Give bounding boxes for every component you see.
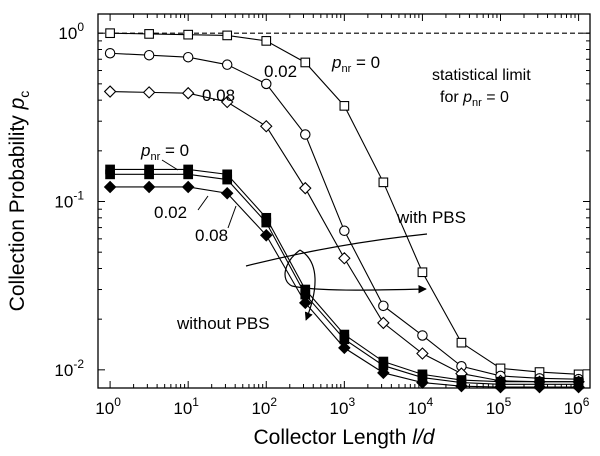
data-point-open-square	[300, 57, 311, 68]
data-point-filled-square	[183, 169, 194, 180]
label-open-0.08: 0.08	[202, 86, 235, 105]
label-filled-0.02: 0.02	[154, 203, 187, 222]
data-point-open-square	[378, 177, 389, 188]
data-point-open-diamond	[181, 86, 195, 100]
data-point-open-square	[144, 29, 154, 39]
data-point-filled-diamond	[416, 376, 429, 389]
data-point-open-circle	[182, 51, 194, 63]
data-point-open-diamond	[298, 181, 312, 195]
label-without-pbs: without PBS	[176, 314, 270, 333]
data-point-open-square	[456, 337, 467, 348]
x-tick-label: 102	[251, 395, 277, 418]
data-point-filled-diamond	[494, 380, 507, 394]
data-point-open-diamond	[416, 347, 429, 360]
data-point-open-circle	[261, 78, 272, 90]
series-layer	[103, 28, 585, 394]
data-point-filled-diamond	[142, 180, 156, 194]
label-filled-0.08: 0.08	[195, 226, 228, 245]
data-point-filled-square	[222, 174, 233, 185]
data-point-filled-diamond	[220, 186, 234, 200]
data-point-filled-diamond	[533, 380, 546, 394]
data-point-open-circle	[221, 59, 233, 70]
pbs-arrow-right	[284, 249, 427, 294]
x-tick-label: 106	[564, 395, 590, 418]
data-point-open-square	[105, 28, 115, 39]
data-point-filled-diamond	[455, 379, 468, 393]
label-filled-pnr-0: pnr = 0	[140, 141, 189, 163]
pbs-arrow-down	[299, 249, 316, 321]
leader-filled-0.08	[227, 205, 237, 229]
pbs-divider-curve	[245, 233, 428, 267]
data-point-filled-diamond	[181, 180, 195, 194]
annotation-for-pnr-0: for pnr = 0	[440, 89, 509, 109]
data-point-filled-diamond	[377, 366, 390, 380]
tick-labels: 100 101 102 103 104 105 106 10-2 10-1 100	[54, 20, 589, 418]
data-point-open-diamond	[377, 316, 390, 330]
data-point-open-diamond	[103, 85, 117, 98]
x-tick-label: 101	[173, 395, 199, 418]
data-point-open-circle	[417, 330, 428, 341]
x-tick-label: 103	[330, 395, 356, 418]
leader-filled-pnr-0	[161, 159, 179, 171]
series-0-open-square	[105, 28, 584, 380]
data-point-open-circle	[300, 129, 311, 140]
label-with-pbs: with PBS	[396, 208, 466, 227]
data-point-open-square	[183, 29, 194, 40]
data-point-open-square	[339, 101, 350, 111]
annotation-statistical-limit: statistical limit	[432, 67, 531, 84]
data-point-open-square	[222, 30, 233, 41]
leader-filled-0.02	[197, 195, 209, 211]
series-5-filled-diamond	[103, 180, 585, 394]
data-point-filled-diamond	[259, 229, 273, 242]
y-tick-label: 10-1	[54, 189, 84, 212]
y-tick-label: 10-2	[54, 357, 84, 380]
data-point-filled-diamond	[572, 380, 585, 394]
label-open-0.02: 0.02	[264, 62, 297, 81]
label-open-pnr-0: pnr = 0	[331, 53, 380, 75]
data-point-filled-diamond	[103, 180, 117, 194]
data-point-open-diamond	[338, 251, 351, 265]
data-point-open-circle	[143, 49, 155, 61]
x-axis-title: Collector Length l/d	[254, 426, 436, 449]
data-point-filled-square	[105, 169, 115, 180]
data-point-filled-diamond	[338, 341, 351, 355]
data-point-open-square	[261, 36, 272, 46]
data-point-open-diamond	[142, 86, 156, 99]
data-point-filled-square	[261, 217, 272, 228]
y-tick-label: 100	[58, 20, 84, 43]
series-2-open-diamond	[103, 85, 585, 388]
data-point-open-diamond	[259, 119, 273, 133]
x-tick-label: 100	[95, 395, 121, 418]
y-axis-title: Collection Probability pc	[6, 91, 32, 312]
data-point-open-circle	[378, 300, 389, 312]
data-point-open-circle	[339, 225, 350, 237]
data-point-open-diamond	[220, 95, 234, 109]
data-point-filled-diamond	[298, 296, 312, 310]
data-point-open-circle	[104, 47, 116, 59]
x-tick-label: 104	[408, 395, 434, 418]
data-point-open-square	[417, 267, 428, 278]
data-point-filled-square	[144, 169, 154, 180]
x-tick-label: 105	[486, 395, 512, 418]
